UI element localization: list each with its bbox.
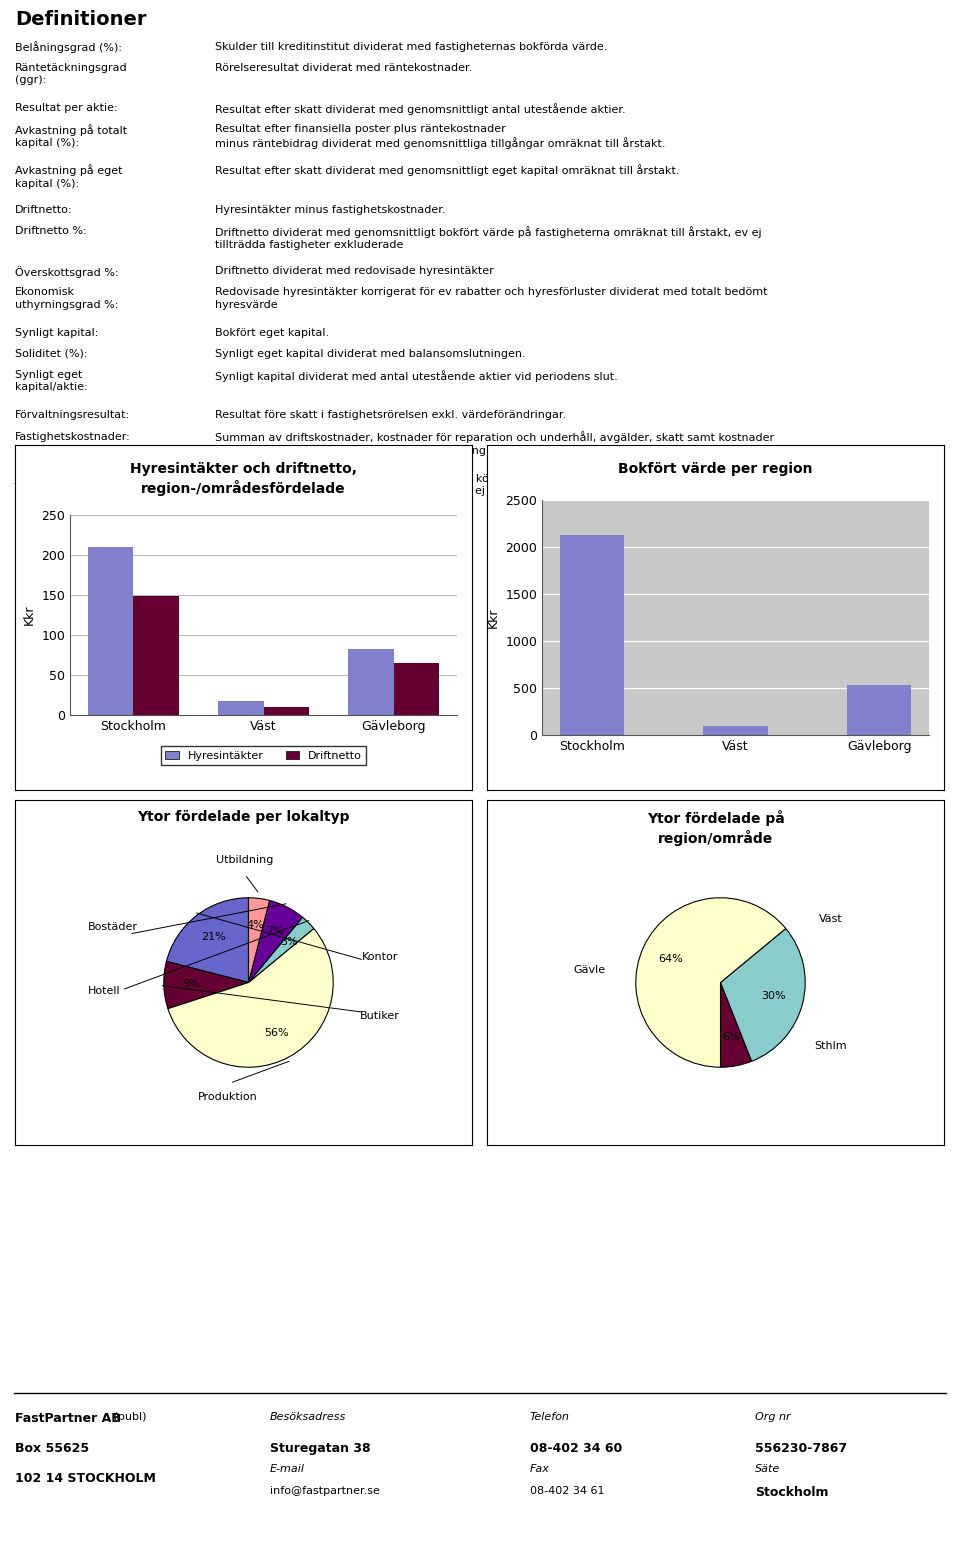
Text: (publ): (publ) — [110, 1412, 147, 1422]
Text: Stockholm: Stockholm — [755, 1486, 828, 1499]
Text: Resultat efter finansiella poster plus räntekostnader
minus räntebidrag dividera: Resultat efter finansiella poster plus r… — [215, 125, 665, 149]
Text: E-mail: E-mail — [270, 1464, 305, 1475]
Text: Kontor: Kontor — [362, 952, 398, 962]
Text: 08-402 34 60: 08-402 34 60 — [530, 1442, 622, 1455]
Bar — [560, 535, 624, 735]
Text: Räntetäckningsgrad
(ggr):: Räntetäckningsgrad (ggr): — [15, 63, 128, 85]
Text: 9%: 9% — [182, 980, 200, 989]
Text: Sthlm: Sthlm — [814, 1042, 847, 1051]
Text: Driftnetto dividerat med genomsnittligt bokfört värde på fastigheterna omräknat : Driftnetto dividerat med genomsnittligt … — [215, 227, 761, 250]
Bar — [847, 686, 911, 735]
Text: Synligt kapital:: Synligt kapital: — [15, 328, 98, 337]
Text: Driftnetto:: Driftnetto: — [15, 205, 73, 214]
Bar — [348, 649, 394, 715]
Wedge shape — [168, 929, 333, 1068]
Wedge shape — [166, 898, 249, 983]
Text: Produktion: Produktion — [198, 1093, 257, 1102]
Y-axis label: Kkr: Kkr — [487, 607, 500, 627]
Text: Skulder till kreditinstitut dividerat med fastigheternas bokförda värde.: Skulder till kreditinstitut dividerat me… — [215, 42, 608, 51]
Text: Hotell: Hotell — [88, 986, 121, 995]
Text: FastPartner AB: FastPartner AB — [15, 1412, 121, 1425]
Text: Soliditet (%):: Soliditet (%): — [15, 348, 87, 359]
Text: Gävle: Gävle — [573, 965, 605, 975]
Text: 56%: 56% — [264, 1028, 289, 1039]
Text: Ekonomisk
uthyrningsgrad %:: Ekonomisk uthyrningsgrad %: — [15, 287, 118, 310]
Text: Resultat per aktie:: Resultat per aktie: — [15, 103, 118, 112]
Text: Synligt kapital dividerat med antal utestående aktier vid periodens slut.: Synligt kapital dividerat med antal utes… — [215, 370, 617, 382]
Wedge shape — [249, 917, 314, 983]
Text: 4%: 4% — [247, 920, 265, 931]
Wedge shape — [721, 983, 752, 1068]
Text: Avkastning på totalt
kapital (%):: Avkastning på totalt kapital (%): — [15, 125, 127, 148]
Text: Driftnetto %:: Driftnetto %: — [15, 227, 86, 236]
Text: Telefon: Telefon — [530, 1412, 570, 1422]
Text: Förvaltningsresultat:: Förvaltningsresultat: — [15, 410, 131, 421]
Bar — [703, 726, 768, 735]
Text: Sålda fastigheter exkluderade i sin helhet och köpta fastigheter omräknade som o: Sålda fastigheter exkluderade i sin helh… — [215, 472, 759, 496]
Wedge shape — [249, 898, 270, 983]
Text: Rörelseresultat dividerat med räntekostnader.: Rörelseresultat dividerat med räntekostn… — [215, 63, 472, 72]
Text: Definitioner: Definitioner — [15, 9, 147, 29]
Text: Väst: Väst — [819, 914, 843, 925]
Text: Redovisade hyresintäkter korrigerat för ev rabatter och hyresförluster dividerat: Redovisade hyresintäkter korrigerat för … — [215, 287, 767, 310]
Text: Resultat efter skatt dividerat med genomsnittligt eget kapital omräknat till års: Resultat efter skatt dividerat med genom… — [215, 165, 680, 176]
Bar — [394, 663, 440, 715]
Text: Besöksadress: Besöksadress — [270, 1412, 347, 1422]
Text: Box 55625: Box 55625 — [15, 1442, 89, 1455]
Text: Ytor fördelade per lokaltyp: Ytor fördelade per lokaltyp — [137, 811, 349, 824]
Text: Summan av driftskostnader, kostnader för reparation och underhåll, avgälder, ska: Summan av driftskostnader, kostnader för… — [215, 431, 774, 456]
Y-axis label: Kkr: Kkr — [23, 604, 36, 626]
Text: 556230-7867: 556230-7867 — [755, 1442, 847, 1455]
Text: Belåningsgrad (%):: Belåningsgrad (%): — [15, 42, 122, 54]
Legend: Hyresintäkter, Driftnetto: Hyresintäkter, Driftnetto — [161, 746, 366, 766]
Text: Ytor fördelade på
region/område: Ytor fördelade på region/område — [647, 811, 784, 846]
Text: Säte: Säte — [755, 1464, 780, 1475]
Bar — [263, 707, 309, 715]
Text: Resultat efter skatt dividerat med genomsnittligt antal utestående aktier.: Resultat efter skatt dividerat med genom… — [215, 103, 626, 116]
Wedge shape — [249, 900, 302, 983]
Text: Bokfört eget kapital.: Bokfört eget kapital. — [215, 328, 329, 337]
Text: Utbildning: Utbildning — [216, 855, 273, 865]
Text: 3%: 3% — [280, 937, 298, 946]
Text: 64%: 64% — [659, 954, 684, 965]
Text: Sturegatan 38: Sturegatan 38 — [270, 1442, 371, 1455]
Text: 30%: 30% — [761, 991, 786, 1002]
Text: Jämförbart bestånd:: Jämförbart bestånd: — [15, 472, 127, 484]
Bar — [218, 701, 263, 715]
Text: Hyresintäkter minus fastighetskostnader.: Hyresintäkter minus fastighetskostnader. — [215, 205, 445, 214]
Text: Synligt eget kapital dividerat med balansomslutningen.: Synligt eget kapital dividerat med balan… — [215, 348, 525, 359]
Bar — [133, 596, 179, 715]
Text: Hyresintäkter och driftnetto,
region-/områdesfördelade: Hyresintäkter och driftnetto, region-/om… — [130, 462, 357, 496]
Text: 21%: 21% — [201, 932, 226, 942]
Text: info@fastpartner.se: info@fastpartner.se — [270, 1486, 380, 1496]
Text: 08-402 34 61: 08-402 34 61 — [530, 1486, 605, 1496]
Wedge shape — [636, 898, 786, 1068]
Text: Fax: Fax — [530, 1464, 550, 1475]
Text: Driftnetto dividerat med redovisade hyresintäkter: Driftnetto dividerat med redovisade hyre… — [215, 267, 493, 276]
Text: Avkastning på eget
kapital (%):: Avkastning på eget kapital (%): — [15, 165, 123, 188]
Text: Bokfört värde per region: Bokfört värde per region — [618, 462, 813, 476]
Text: Synligt eget
kapital/aktie:: Synligt eget kapital/aktie: — [15, 370, 87, 393]
Text: Butiker: Butiker — [360, 1011, 399, 1022]
Text: Resultat före skatt i fastighetsrörelsen exkl. värdeförändringar.: Resultat före skatt i fastighetsrörelsen… — [215, 410, 566, 421]
Text: 6%: 6% — [722, 1031, 739, 1042]
Text: Bostäder: Bostäder — [88, 923, 138, 932]
Text: 7%: 7% — [266, 926, 283, 937]
Wedge shape — [164, 962, 249, 1009]
Bar — [87, 547, 133, 715]
Text: Org nr: Org nr — [755, 1412, 791, 1422]
Text: Överskottsgrad %:: Överskottsgrad %: — [15, 267, 118, 277]
Text: Fastighetskostnader:: Fastighetskostnader: — [15, 431, 131, 442]
Text: 102 14 STOCKHOLM: 102 14 STOCKHOLM — [15, 1472, 156, 1486]
Wedge shape — [721, 929, 805, 1062]
